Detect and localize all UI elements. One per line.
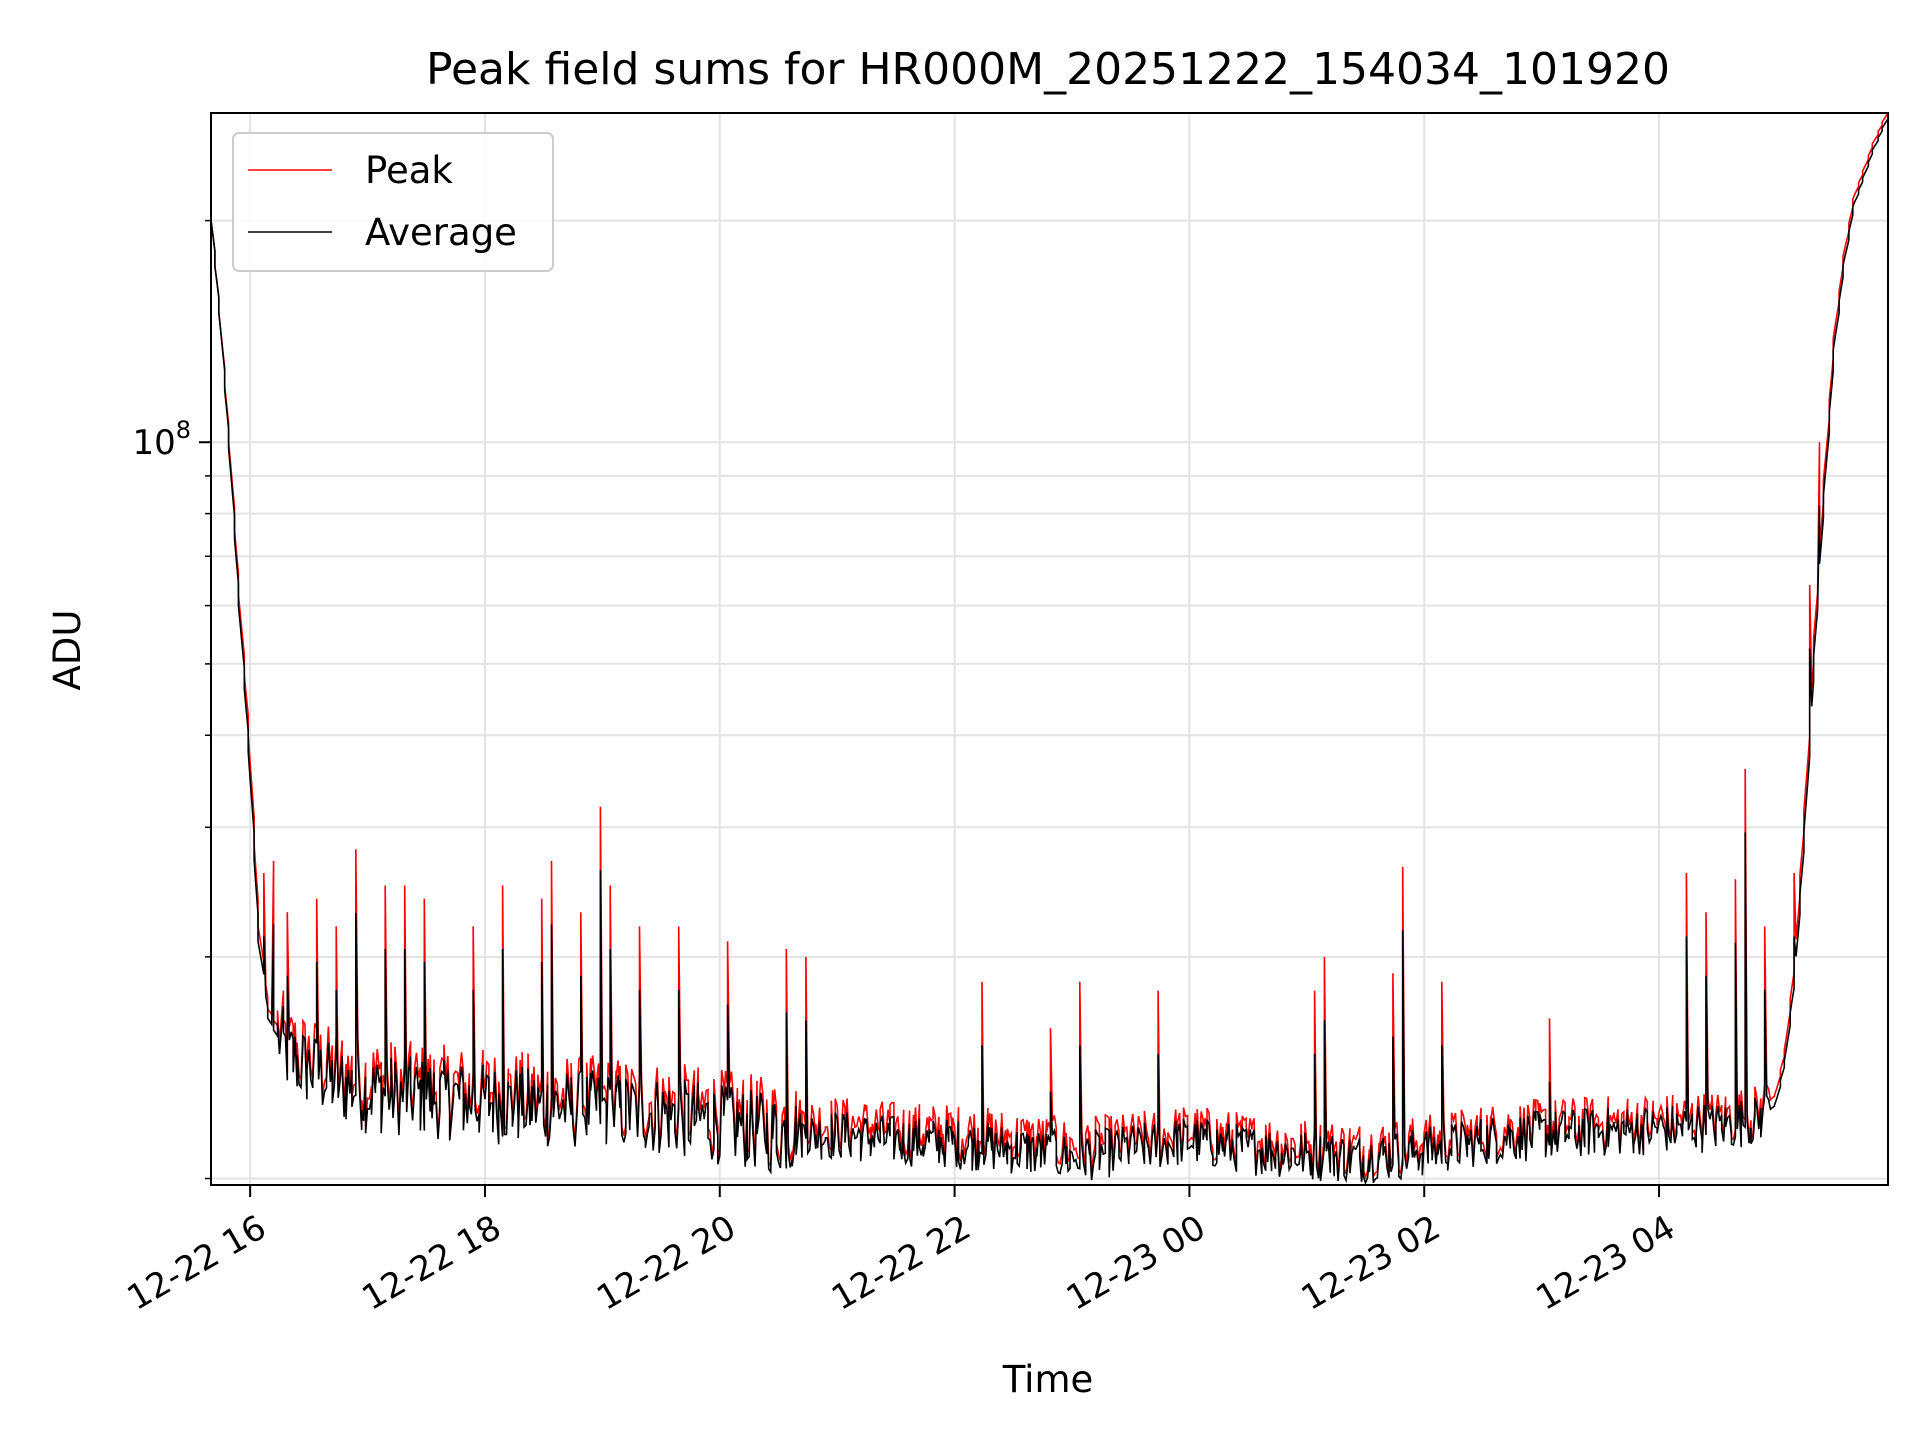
y-tick-label-exponent: 8 [176,416,191,444]
axes-frame [210,112,1889,1186]
legend-label-peak: Peak [365,149,453,192]
plot-series [211,113,1888,1185]
y-tick-label-base: 10 [132,423,175,463]
legend-label-average: Average [365,211,517,254]
legend-box [232,132,554,272]
grid-lines [211,113,1888,1185]
chart-title: Peak field sums for HR000M_20251222_1540… [426,44,1670,95]
series-line-average [211,118,1888,1185]
y-axis-label: ADU [46,610,89,691]
x-axis-label: Time [1002,1358,1094,1401]
y-tick-label: 108 [132,416,191,463]
legend: Peak Average [232,132,554,272]
